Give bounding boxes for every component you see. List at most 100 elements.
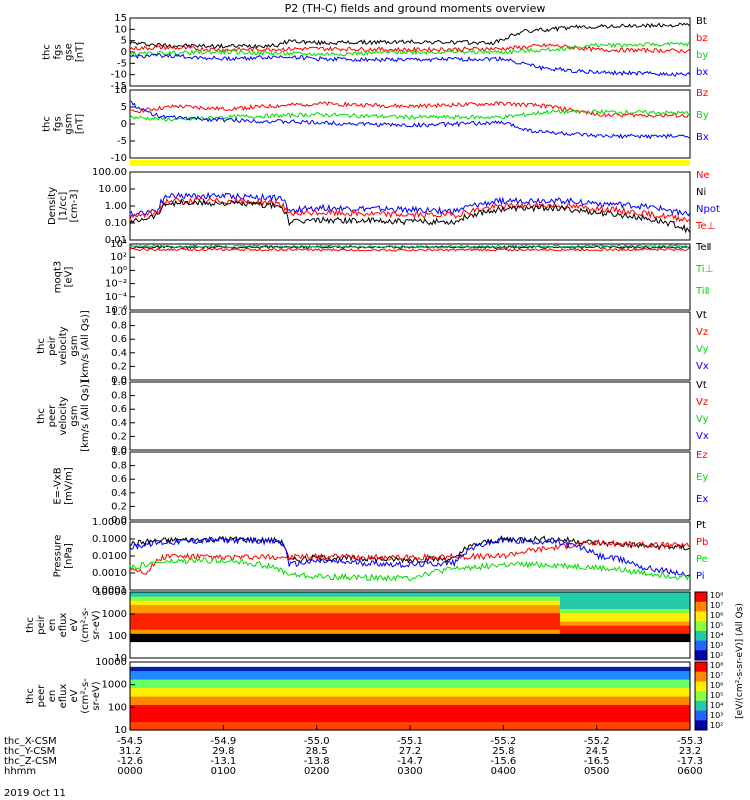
spectrogram-cell	[600, 691, 611, 697]
spectrogram-cell	[530, 653, 541, 659]
spectrogram-cell	[590, 600, 601, 605]
spectrogram-cell	[520, 683, 531, 689]
spectrogram-cell	[160, 641, 171, 647]
spectrogram-cell	[290, 713, 301, 718]
colorbar-frame	[694, 661, 708, 731]
spectrogram-cell	[220, 596, 231, 601]
spectrogram-cell	[610, 637, 621, 643]
y-tick-label: 1.0	[111, 447, 127, 458]
spectrogram-cell	[130, 713, 141, 718]
spectrogram-cell	[570, 620, 581, 626]
spectrogram-cell	[580, 713, 591, 718]
spectrogram-cell	[340, 608, 351, 614]
spectrogram-cell	[220, 704, 231, 710]
spectrogram-cell	[160, 649, 171, 655]
spectrogram-cell	[220, 653, 231, 659]
spectrogram-cell	[250, 653, 261, 659]
spectrogram-cell	[550, 641, 561, 647]
colorbar-tick-label: 10⁴	[710, 631, 723, 640]
spectrogram-cell	[500, 725, 511, 731]
spectrogram-cell	[220, 679, 231, 684]
colorbar-frame	[694, 591, 708, 661]
spectrogram-cell	[410, 596, 421, 601]
spectrogram-cell	[500, 696, 511, 701]
spectrogram-cell	[160, 662, 171, 667]
spectrogram-cell	[470, 679, 481, 684]
x-row-value: 27.2	[399, 746, 421, 757]
spectrogram-cell	[400, 696, 411, 701]
spectrogram-cell	[310, 653, 321, 659]
spectrogram-cell	[500, 653, 511, 659]
colorbar-swatch	[695, 691, 707, 702]
spectrogram-cell	[600, 629, 611, 634]
spectrogram-cell	[350, 620, 361, 626]
spectrogram-cell	[420, 592, 431, 597]
spectrogram-cell	[380, 717, 391, 723]
legend-entry: Pb	[696, 537, 708, 548]
spectrogram-cell	[180, 596, 191, 601]
y-axis-label: moqt3[eV]	[53, 261, 75, 294]
spectrogram-cell	[250, 725, 261, 731]
spectrogram-cell	[500, 704, 511, 710]
spectrogram-cell	[620, 592, 631, 597]
spectrogram-cell	[400, 596, 411, 601]
spectrogram-cell	[410, 641, 421, 647]
spectrogram-cell	[650, 700, 661, 706]
spectrogram-cell	[370, 633, 381, 638]
spectrogram-cell	[210, 625, 221, 630]
spectrogram-cell	[260, 679, 271, 684]
spectrogram-cell	[160, 625, 171, 630]
spectrogram-cell	[640, 674, 651, 680]
spectrogram-cell	[450, 691, 461, 697]
y-axis-label-line: thc	[36, 408, 47, 424]
spectrogram-cell	[140, 713, 151, 718]
spectrogram-cell	[180, 704, 191, 710]
spectrogram-cell	[320, 670, 331, 676]
spectrogram-cell	[590, 645, 601, 651]
x-row-value: 28.5	[306, 746, 328, 757]
spectrogram-cell	[300, 708, 311, 714]
spectrogram-cell	[170, 691, 181, 697]
spectrogram-cell	[500, 708, 511, 714]
spectrogram-cell	[310, 670, 321, 676]
spectrogram-cell	[290, 620, 301, 626]
spectrogram-cell	[480, 717, 491, 723]
spectrogram-cell	[260, 696, 271, 701]
spectrogram-cell	[680, 696, 691, 701]
spectrogram-cell	[520, 725, 531, 731]
spectrogram-cell	[660, 666, 671, 672]
spectrogram-cell	[300, 700, 311, 706]
spectrogram-cell	[130, 696, 141, 701]
spectrogram-cell	[200, 679, 211, 684]
spectrogram-cell	[450, 600, 461, 605]
spectrogram-cell	[450, 592, 461, 597]
spectrogram-cell	[270, 666, 281, 672]
spectrogram-cell	[330, 620, 341, 626]
series-line-Pb	[129, 539, 691, 575]
spectrogram-cell	[640, 700, 651, 706]
y-tick-label: 1000	[102, 680, 127, 691]
spectrogram-cell	[670, 679, 681, 684]
y-axis-label-line: eV	[69, 618, 80, 631]
spectrogram-cell	[200, 620, 211, 626]
spectrogram-cell	[650, 604, 661, 610]
spectrogram-cell	[460, 604, 471, 610]
spectrogram-cell	[680, 700, 691, 706]
spectrogram-cell	[540, 649, 551, 655]
spectrogram-cell	[600, 649, 611, 655]
spectrogram-cell	[470, 604, 481, 610]
spectrogram-cell	[250, 696, 261, 701]
spectrogram-cell	[310, 649, 321, 655]
spectrogram-cell	[540, 645, 551, 651]
spectrogram-cell	[330, 633, 341, 638]
spectrogram-cell	[200, 725, 211, 731]
spectrogram-cell	[660, 708, 671, 714]
spectrogram-cell	[440, 696, 451, 701]
spectrogram-cell	[570, 683, 581, 689]
spectrogram-cell	[540, 653, 551, 659]
spectrogram-cell	[130, 637, 141, 643]
spectrogram-cell	[270, 721, 281, 727]
y-tick-label: 10.00	[98, 184, 127, 195]
y-tick-label: 15	[114, 13, 127, 24]
